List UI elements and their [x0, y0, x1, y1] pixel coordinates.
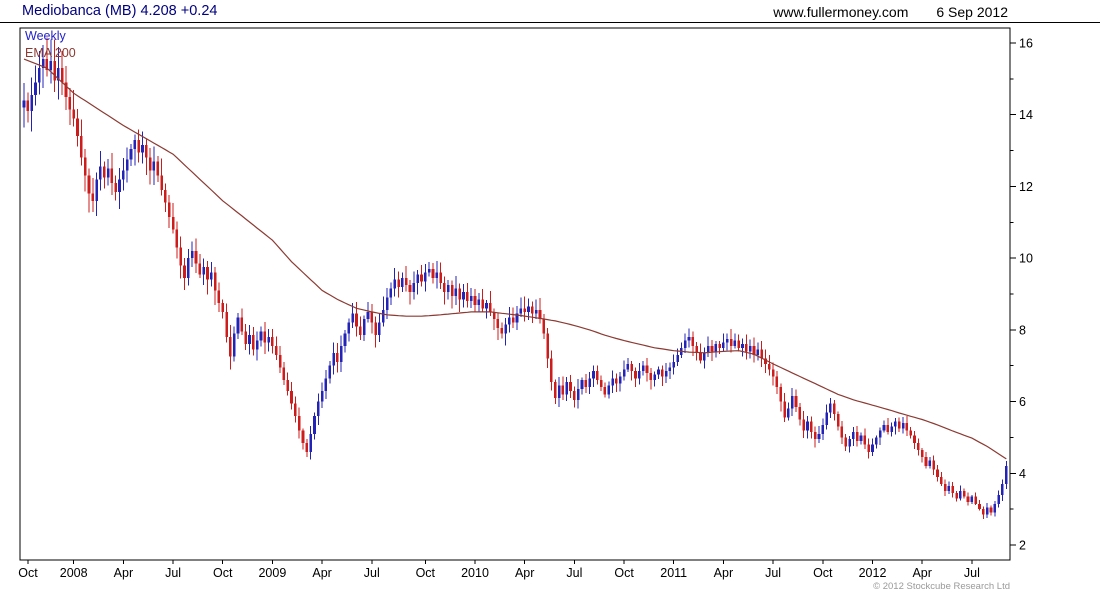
svg-text:6: 6 [1019, 395, 1026, 409]
svg-text:Apr: Apr [312, 566, 331, 580]
x-axis: Oct 2008 Apr Jul Oct 2009 Apr Jul Oct 2010 Apr Jul O… [18, 560, 980, 580]
svg-text:10: 10 [1019, 252, 1033, 266]
svg-text:2010: 2010 [461, 566, 489, 580]
svg-text:14: 14 [1019, 108, 1033, 122]
svg-text:2009: 2009 [258, 566, 286, 580]
website-text: www.fullermoney.com [773, 4, 909, 20]
ema-legend-label: EMA 200 [25, 46, 76, 60]
svg-text:Apr: Apr [714, 566, 733, 580]
svg-text:Oct: Oct [614, 566, 634, 580]
candle-series [22, 37, 1008, 519]
plot-border [19, 27, 1011, 561]
svg-text:Jul: Jul [964, 566, 980, 580]
svg-text:Jul: Jul [765, 566, 781, 580]
svg-text:4: 4 [1019, 467, 1026, 481]
svg-text:Jul: Jul [165, 566, 181, 580]
svg-text:16: 16 [1019, 37, 1033, 51]
y-axis: 2 4 6 8 10 12 14 16 [1010, 37, 1033, 553]
svg-text:2012: 2012 [859, 566, 887, 580]
svg-text:Apr: Apr [515, 566, 534, 580]
ema-line [23, 58, 1007, 460]
svg-text:2008: 2008 [60, 566, 88, 580]
svg-text:Jul: Jul [364, 566, 380, 580]
header-right: www.fullermoney.com 6 Sep 2012 [773, 4, 1008, 20]
svg-text:Oct: Oct [813, 566, 833, 580]
svg-text:Apr: Apr [114, 566, 133, 580]
copyright-notice: © 2012 Stockcube Research Ltd [873, 581, 1010, 592]
header-date: 6 Sep 2012 [936, 4, 1008, 20]
svg-text:Apr: Apr [912, 566, 931, 580]
svg-text:Oct: Oct [18, 566, 38, 580]
svg-text:Oct: Oct [213, 566, 233, 580]
svg-text:Oct: Oct [416, 566, 436, 580]
svg-text:2011: 2011 [660, 566, 687, 580]
timeframe-label: Weekly [25, 29, 66, 43]
header-divider [0, 22, 1100, 23]
svg-text:8: 8 [1019, 323, 1026, 337]
svg-text:Jul: Jul [566, 566, 582, 580]
instrument-title: Mediobanca (MB) 4.208 +0.24 [22, 3, 218, 19]
svg-text:12: 12 [1019, 180, 1033, 194]
svg-text:2: 2 [1019, 539, 1026, 553]
